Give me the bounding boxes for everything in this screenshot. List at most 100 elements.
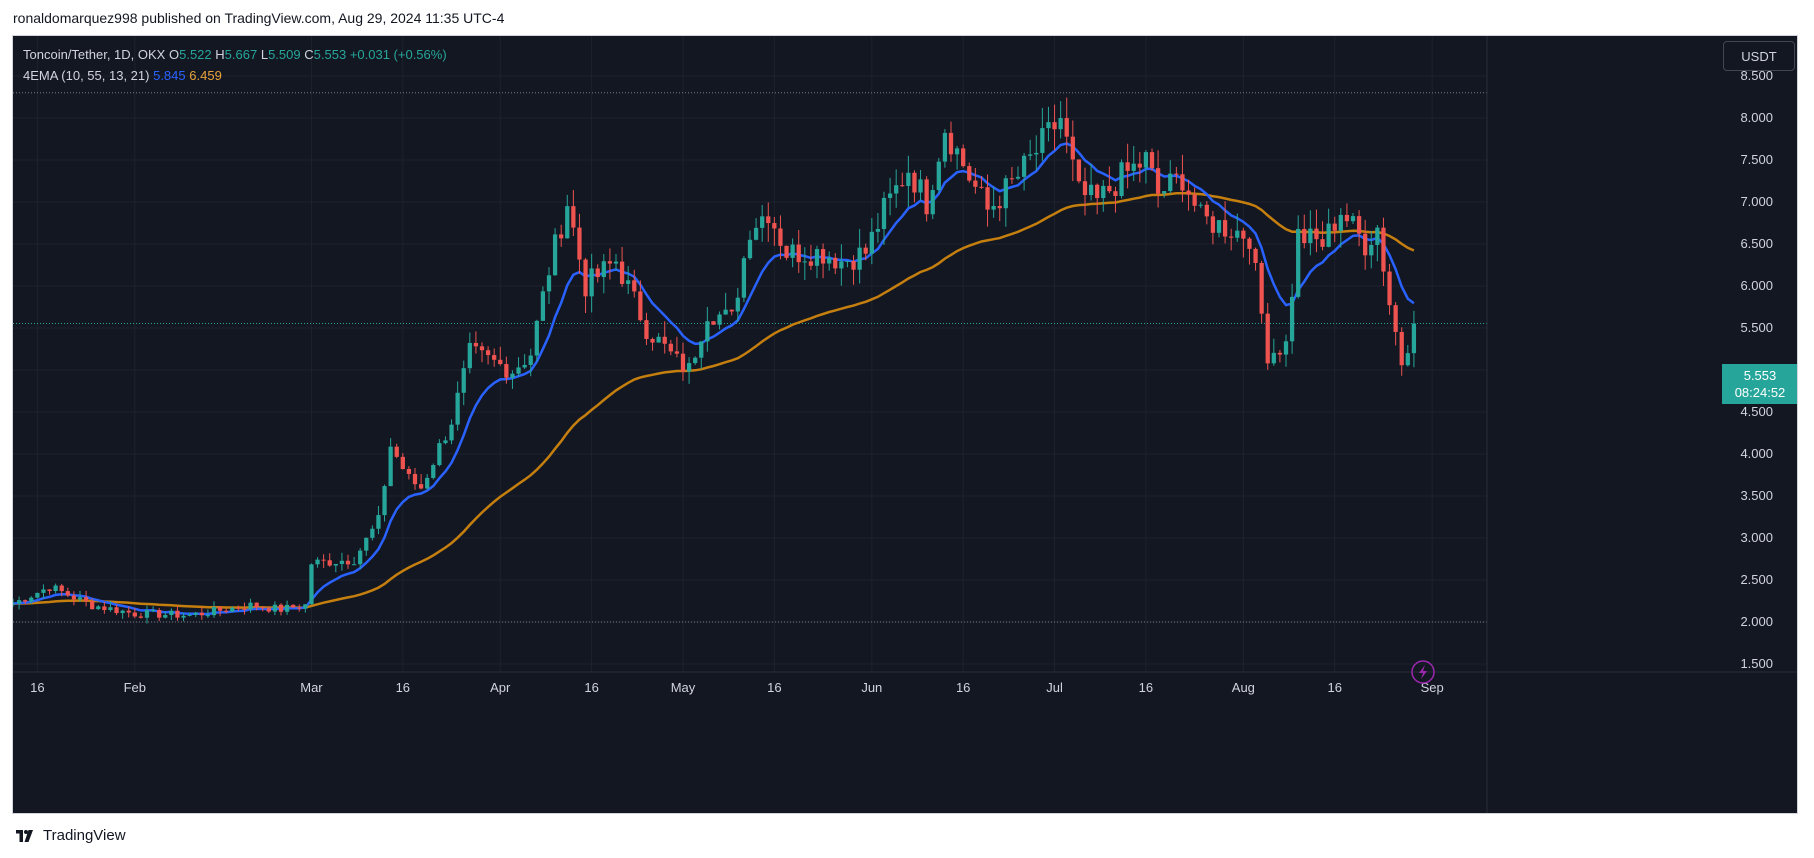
candle-body — [1271, 352, 1276, 364]
candle-body — [1082, 181, 1088, 196]
candle-body — [1168, 173, 1173, 192]
lightning-icon[interactable] — [1411, 660, 1435, 684]
candle-body — [979, 186, 984, 188]
candle-body — [1216, 220, 1222, 233]
x-tick-label: Jul — [1046, 680, 1063, 695]
candle-body — [1381, 227, 1386, 272]
candle-body — [1052, 122, 1057, 130]
candle-body — [766, 216, 771, 224]
candle-body — [138, 616, 144, 618]
candle-body — [1229, 236, 1234, 238]
x-tick-label: 16 — [956, 680, 970, 695]
candle-body — [772, 223, 777, 229]
candle-body — [333, 563, 338, 566]
candle-body — [686, 363, 692, 372]
candle-body — [1107, 185, 1112, 192]
candle-body — [1034, 152, 1039, 155]
candle-body — [1064, 118, 1069, 137]
candle-body — [1308, 228, 1313, 244]
candle-body — [954, 148, 960, 155]
candle-body — [303, 604, 308, 609]
candle-body — [1222, 220, 1228, 237]
ema-lines — [13, 142, 1415, 616]
candle-body — [266, 608, 271, 612]
candle-body — [175, 610, 180, 618]
candle-body — [321, 559, 326, 561]
candle-body — [1021, 155, 1027, 177]
candle-body — [534, 320, 539, 356]
candle-body — [1247, 238, 1252, 249]
candle-body — [217, 606, 223, 611]
currency-unit-button[interactable]: USDT — [1723, 41, 1795, 71]
candle-body — [881, 197, 887, 229]
candle-body — [741, 258, 747, 298]
candle-body — [418, 484, 424, 489]
candle-body — [364, 537, 369, 551]
candle-body — [309, 564, 314, 605]
candle-body — [412, 473, 418, 485]
candle-body — [1320, 239, 1325, 247]
candle-body — [1277, 352, 1283, 355]
candle-body — [120, 610, 125, 614]
candle-body — [1192, 194, 1197, 206]
candle-body — [132, 612, 137, 617]
candle-body — [717, 314, 722, 325]
candle-body — [284, 604, 290, 612]
candle-body — [181, 615, 186, 618]
candle-body — [619, 261, 625, 284]
candle-body — [358, 550, 363, 565]
candle-body — [924, 179, 929, 215]
y-tick-label: 2.500 — [1740, 572, 1773, 587]
candle-body — [504, 364, 509, 378]
candle-body — [351, 564, 357, 566]
y-tick-label: 7.500 — [1740, 152, 1773, 167]
candle-body — [930, 190, 935, 215]
x-tick-label: 16 — [1139, 680, 1153, 695]
candle-body — [632, 280, 637, 292]
candle-body — [583, 259, 588, 297]
low-label: L — [260, 47, 269, 62]
x-tick-label: 16 — [767, 680, 781, 695]
candle-body — [59, 585, 64, 592]
candle-body — [1241, 230, 1246, 239]
candle-body — [157, 610, 162, 618]
candlestick-chart[interactable]: 8.5008.0007.5007.0006.5006.0005.5005.000… — [13, 36, 1798, 814]
candle-body — [662, 336, 667, 344]
candle-body — [1113, 191, 1118, 196]
candle-body — [668, 343, 673, 352]
candle-body — [1046, 122, 1051, 129]
candle-body — [699, 341, 704, 358]
symbol-label[interactable]: Toncoin/Tether, 1D, OKX — [23, 47, 166, 62]
candle-body — [53, 585, 58, 592]
candle-body — [467, 342, 472, 369]
candle-body — [790, 244, 795, 258]
candle-body — [967, 166, 972, 181]
candle-body — [650, 338, 655, 343]
candle-body — [437, 443, 442, 466]
candle-body — [693, 357, 698, 364]
candle-body — [729, 309, 734, 312]
candle-body — [961, 148, 966, 167]
candle-body — [406, 468, 412, 474]
candle-body — [613, 261, 619, 264]
candle-body — [589, 268, 594, 297]
candle-body — [1040, 128, 1045, 153]
y-tick-label: 8.000 — [1740, 110, 1773, 125]
candle-body — [1155, 168, 1161, 194]
candle-body — [857, 247, 862, 270]
chart-legend: Toncoin/Tether, 1D, OKX O5.522 H5.667 L5… — [23, 44, 447, 86]
candle-body — [1162, 191, 1167, 194]
ema-55-line — [13, 191, 1415, 609]
candle-body — [1009, 178, 1015, 180]
candle-body — [735, 297, 740, 312]
indicator-label[interactable]: 4EMA (10, 55, 13, 21) — [23, 68, 150, 83]
chart-panel[interactable]: 8.5008.0007.5007.0006.5006.0005.5005.000… — [12, 35, 1798, 814]
candles — [13, 97, 1417, 624]
candle-body — [784, 245, 789, 258]
candle-body — [565, 206, 570, 239]
candle-body — [516, 367, 521, 374]
candle-body — [808, 261, 814, 266]
candle-body — [1411, 323, 1417, 354]
last-price-value: 5.553 — [1743, 368, 1777, 383]
candle-body — [863, 247, 868, 254]
